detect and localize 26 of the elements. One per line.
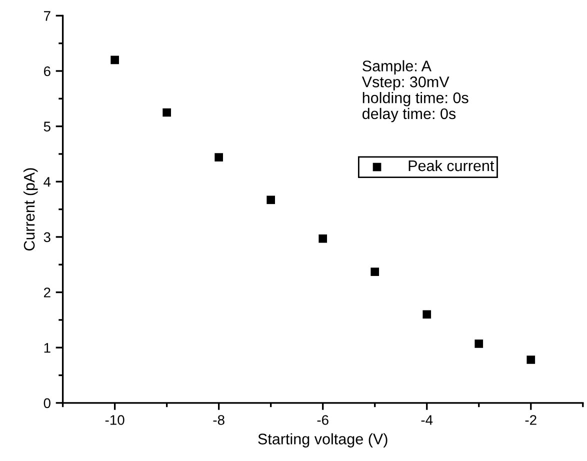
y-tick-label: 7 bbox=[44, 11, 50, 21]
y-tick-label: 1 bbox=[44, 343, 50, 353]
point bbox=[370, 268, 380, 276]
y-tick-label: 4 bbox=[44, 177, 51, 187]
point bbox=[318, 234, 328, 243]
y-tick-label: 0 bbox=[44, 398, 50, 408]
point bbox=[526, 356, 536, 364]
point bbox=[214, 153, 223, 162]
x-tick-label: -8 bbox=[213, 415, 224, 425]
annotation: Sample: A Vstep: 30mV holding time: 0s delay time: 0s bbox=[362, 60, 468, 122]
x-tick-label: -4 bbox=[421, 415, 433, 425]
y-tick-label: 6 bbox=[44, 66, 50, 76]
point bbox=[162, 108, 171, 117]
y-tick-label: 3 bbox=[44, 232, 50, 242]
legend-label: Peak current bbox=[408, 160, 494, 172]
y-axis-title: Current (pA) bbox=[23, 168, 38, 251]
x-tick-label: -2 bbox=[525, 415, 536, 425]
y-tick-label: 5 bbox=[44, 122, 50, 132]
point bbox=[474, 340, 484, 348]
point bbox=[110, 56, 119, 64]
y-tick-label: 2 bbox=[44, 288, 50, 298]
x-axis-title: Starting voltage (V) bbox=[258, 433, 388, 448]
point bbox=[422, 310, 432, 319]
x-tick-label: -10 bbox=[105, 415, 124, 425]
x-tick-label: -6 bbox=[317, 415, 328, 425]
point bbox=[266, 196, 276, 204]
